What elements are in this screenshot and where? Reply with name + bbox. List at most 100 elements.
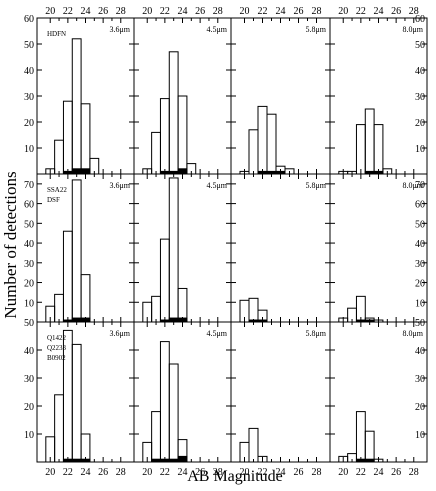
band-label: 8.0μm [402,329,423,338]
field-label: Q2233 [47,344,67,352]
panel-r2-c1: 3.6μm SSA22 DSF 10 20 30 40 50 60 70 [24,173,135,323]
x-tick-label-top: 26 [294,6,304,17]
x-tick-label-bottom: 22 [63,467,73,478]
open-bar [80,274,91,323]
open-bar [159,98,170,175]
panel-frame [230,17,331,175]
x-tick-label-top: 26 [195,6,205,17]
x-tick-label-top: 28 [312,6,322,17]
x-tick-label-top: 26 [391,6,401,17]
panel-frame [329,321,428,463]
x-tick-label-top: 22 [258,6,268,17]
x-tick-label-bottom: 26 [195,467,205,478]
panel-r3-c2: 4.5μm 20 22 24 26 28 [133,321,232,478]
x-tick-label-top: 24 [276,6,286,17]
open-bar [177,287,188,323]
panels-layer: 3.6μm HDFN 20 22 24 26 28 10 20 30 40 50 60 4.5μm 20 22… [24,6,428,478]
open-bar [364,108,375,175]
x-tick-label-bottom: 22 [356,467,366,478]
band-label: 5.8μm [305,25,326,34]
x-tick-label-bottom: 24 [81,467,91,478]
panel-r1-c4: 8.0μm 20 22 24 26 28 10 20 30 40 50 60 [329,6,428,175]
y-tick-label-right: 10 [415,298,425,309]
panel-r1-c1: 3.6μm HDFN 20 22 24 26 28 10 20 30 40 50 60 [24,6,135,175]
band-label: 3.6μm [109,329,130,338]
y-tick-label-left: 10 [24,144,34,155]
band-label: 5.8μm [305,181,326,190]
x-tick-label-top: 26 [98,6,108,17]
x-tick-label-top: 22 [63,6,73,17]
y-tick-label-left: 30 [24,374,34,385]
y-tick-label-right: 60 [415,200,425,211]
x-tick-label-bottom: 26 [98,467,108,478]
x-tick-label-bottom: 26 [294,467,304,478]
y-tick-label-left: 30 [24,259,34,270]
x-tick-label-bottom: 24 [276,467,286,478]
band-label: 8.0μm [402,25,423,34]
x-axis-title: AB Magnitude [187,468,283,485]
panel-r2-c2: 4.5μm [133,173,232,323]
band-label: 4.5μm [206,181,227,190]
x-tick-label-bottom: 28 [409,467,419,478]
y-tick-label-left: 50 [24,318,34,329]
x-tick-label-top: 24 [374,6,384,17]
band-label: 3.6μm [109,181,130,190]
panel-r1-c3: 5.8μm 20 22 24 26 28 [230,6,331,175]
band-label: 8.0μm [402,181,423,190]
x-tick-label-top: 24 [81,6,91,17]
y-tick-label-right: 50 [415,219,425,230]
open-bar [177,95,188,175]
y-tick-label-left: 10 [24,430,34,441]
x-tick-label-top: 28 [213,6,223,17]
open-bar [151,295,161,323]
open-bar [62,230,73,323]
y-tick-label-right: 20 [415,279,425,290]
open-bar [248,129,259,175]
x-tick-label-top: 20 [338,6,348,17]
y-tick-label-left: 40 [24,239,34,250]
band-label: 3.6μm [109,25,130,34]
open-bar [168,51,179,175]
y-tick-label-right: 50 [415,318,425,329]
y-tick-label-left: 20 [24,118,34,129]
open-bar [364,430,375,463]
panel-frame [329,173,428,323]
x-tick-label-bottom: 28 [312,467,322,478]
open-bar [54,293,64,323]
y-tick-label-right: 40 [415,66,425,77]
y-tick-label-left: 70 [24,180,34,191]
panel-frame [36,17,135,175]
x-tick-label-top: 22 [160,6,170,17]
panel-frame [133,173,232,323]
panel-frame [230,321,331,463]
open-bar [257,105,268,175]
open-bar [266,113,277,175]
y-tick-label-right: 20 [415,402,425,413]
y-tick-label-right: 10 [415,144,425,155]
y-tick-label-right: 50 [415,40,425,51]
panel-frame [36,321,135,463]
y-tick-label-right: 30 [415,374,425,385]
x-tick-label-bottom: 20 [240,467,250,478]
y-tick-label-left: 60 [24,200,34,211]
open-bar [355,124,366,175]
open-bar [151,131,161,175]
open-bar [71,179,82,323]
field-label: Q1422 [47,334,67,342]
field-label: DSF [47,196,60,204]
panel-r1-c2: 4.5μm 20 22 24 26 28 [133,6,232,175]
open-bar [248,427,259,463]
x-tick-label-top: 20 [45,6,55,17]
x-tick-label-top: 28 [116,6,126,17]
x-tick-label-bottom: 22 [160,467,170,478]
y-tick-label-right: 30 [415,259,425,270]
y-tick-label-left: 40 [24,66,34,77]
y-tick-label-right: 40 [415,239,425,250]
x-tick-label-bottom: 22 [258,467,268,478]
y-tick-label-right: 30 [415,92,425,103]
open-bar [54,394,64,463]
y-tick-label-left: 20 [24,402,34,413]
y-tick-label-right: 70 [415,180,425,191]
panel-r3-c4: 8.0μm 20 22 24 26 28 10 20 30 40 50 [329,318,428,478]
x-tick-label-bottom: 28 [213,467,223,478]
